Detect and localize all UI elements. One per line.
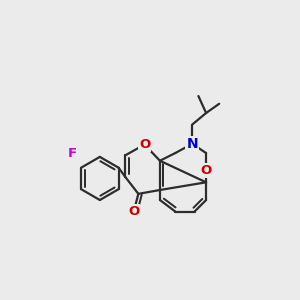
Text: O: O [128, 205, 140, 218]
Text: F: F [68, 146, 77, 160]
Text: O: O [200, 164, 212, 177]
Text: O: O [139, 138, 150, 151]
Text: N: N [186, 137, 198, 151]
